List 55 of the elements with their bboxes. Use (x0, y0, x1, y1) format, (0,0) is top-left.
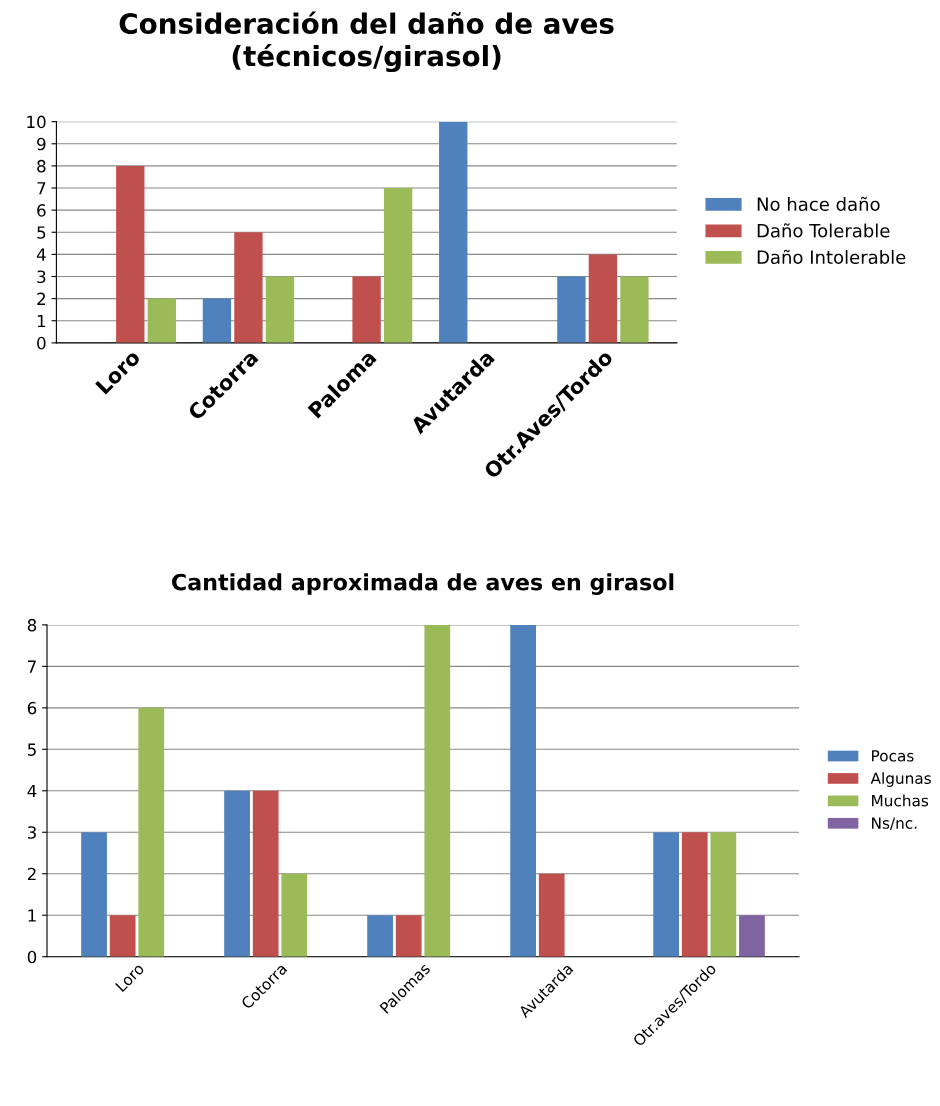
y-tick-label: 2 (27, 867, 36, 881)
y-tick-label: 4 (27, 784, 37, 798)
y-tick-label: 3 (37, 270, 46, 284)
y-tick-label: 8 (37, 159, 46, 173)
legend-label: Ns/nc. (872, 817, 917, 831)
bar (395, 915, 422, 957)
y-tick-label: 10 (27, 115, 46, 129)
bar (147, 298, 176, 343)
legend-label: Pocas (872, 750, 914, 762)
chart-title: Cantidad aproximada de aves en girasol (171, 573, 674, 595)
bar (620, 276, 649, 343)
y-tick-label: 5 (37, 226, 46, 239)
bar (265, 276, 295, 343)
y-tick-label: 7 (28, 660, 36, 673)
bar (588, 254, 618, 343)
bar (681, 832, 708, 957)
y-tick-label: 6 (37, 204, 46, 217)
y-tick-label: 6 (27, 701, 37, 715)
bar (234, 232, 263, 343)
bar (367, 915, 393, 957)
bar (653, 832, 680, 957)
bar (510, 624, 536, 957)
y-tick-label: 1 (37, 314, 46, 328)
y-tick-label: 8 (27, 618, 37, 632)
bar (439, 121, 468, 343)
y-tick-label: 5 (27, 743, 36, 756)
bar (224, 790, 250, 957)
bar (252, 790, 279, 957)
bar (383, 188, 413, 343)
bar (138, 707, 165, 957)
y-tick-label: 9 (37, 137, 46, 151)
y-tick-label: 4 (36, 248, 46, 261)
y-tick-label: 3 (27, 826, 36, 839)
y-tick-label: 7 (37, 182, 46, 195)
bar (352, 276, 381, 343)
bar (116, 165, 145, 343)
legend-label: Algunas (870, 772, 931, 787)
bar (81, 832, 107, 957)
y-tick-label: 0 (37, 336, 46, 350)
bar (538, 873, 565, 957)
bar (710, 832, 737, 957)
bar (281, 873, 308, 957)
bar (202, 298, 232, 343)
y-tick-label: 2 (37, 292, 46, 305)
legend-label: No hace daño (757, 196, 880, 211)
bar (557, 276, 586, 343)
chart-title: Consideración del daño de aves (técnicos/girasol) (119, 11, 614, 73)
bar (739, 915, 765, 957)
y-tick-label: 0 (27, 950, 37, 964)
legend-label: Daño Intolerable (757, 249, 906, 264)
bar (424, 624, 451, 957)
legend-label: Muchas (872, 794, 929, 807)
y-tick-label: 1 (28, 909, 36, 922)
legend-label: Daño Tolerable (757, 223, 890, 238)
bar (109, 915, 136, 957)
